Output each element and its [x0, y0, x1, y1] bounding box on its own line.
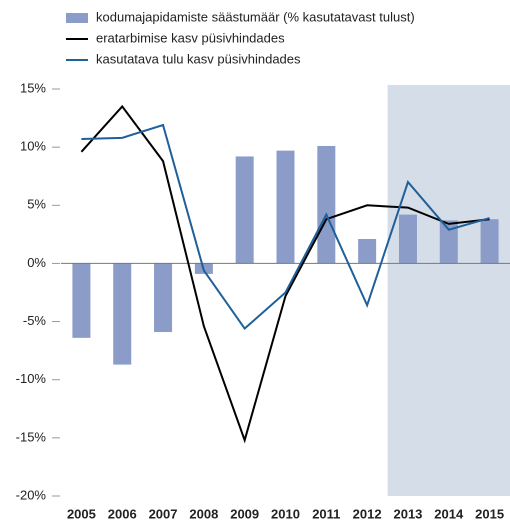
y-tick-label: 0%	[27, 255, 46, 270]
x-tick-label: 2005	[67, 506, 96, 521]
y-tick-label: -20%	[16, 487, 47, 502]
x-tick-label: 2014	[434, 506, 464, 521]
x-tick-label: 2008	[189, 506, 218, 521]
y-tick-label: 15%	[20, 80, 46, 95]
y-tick-label: -10%	[16, 371, 47, 386]
legend-label: eratarbimise kasv püsivhindades	[96, 30, 285, 45]
forecast-shade	[387, 85, 510, 496]
x-tick-label: 2010	[271, 506, 300, 521]
x-tick-label: 2013	[393, 506, 422, 521]
bar	[72, 263, 91, 338]
bar	[480, 219, 499, 264]
bar	[398, 214, 417, 264]
x-tick-label: 2011	[312, 506, 340, 521]
x-tick-label: 2012	[353, 506, 382, 521]
y-tick-label: 5%	[27, 197, 46, 212]
bar	[235, 156, 254, 264]
x-tick-label: 2015	[475, 506, 504, 521]
legend-label: kasutatava tulu kasv püsivhindades	[96, 51, 301, 66]
line	[80, 104, 490, 444]
bar	[276, 150, 295, 264]
x-tick-label: 2007	[149, 506, 178, 521]
bar	[317, 145, 336, 264]
bar	[113, 263, 132, 365]
y-tick-label: 10%	[20, 139, 46, 154]
x-tick-label: 2009	[230, 506, 259, 521]
bar	[358, 239, 377, 264]
bar	[154, 263, 173, 333]
bar	[439, 220, 458, 264]
line	[81, 123, 490, 331]
x-tick-label: 2006	[108, 506, 137, 521]
y-tick-label: -5%	[23, 313, 47, 328]
legend-label: kodumajapidamiste säästumäär (% kasutata…	[96, 9, 415, 24]
legend-swatch	[66, 13, 88, 23]
y-tick-label: -15%	[16, 429, 47, 444]
